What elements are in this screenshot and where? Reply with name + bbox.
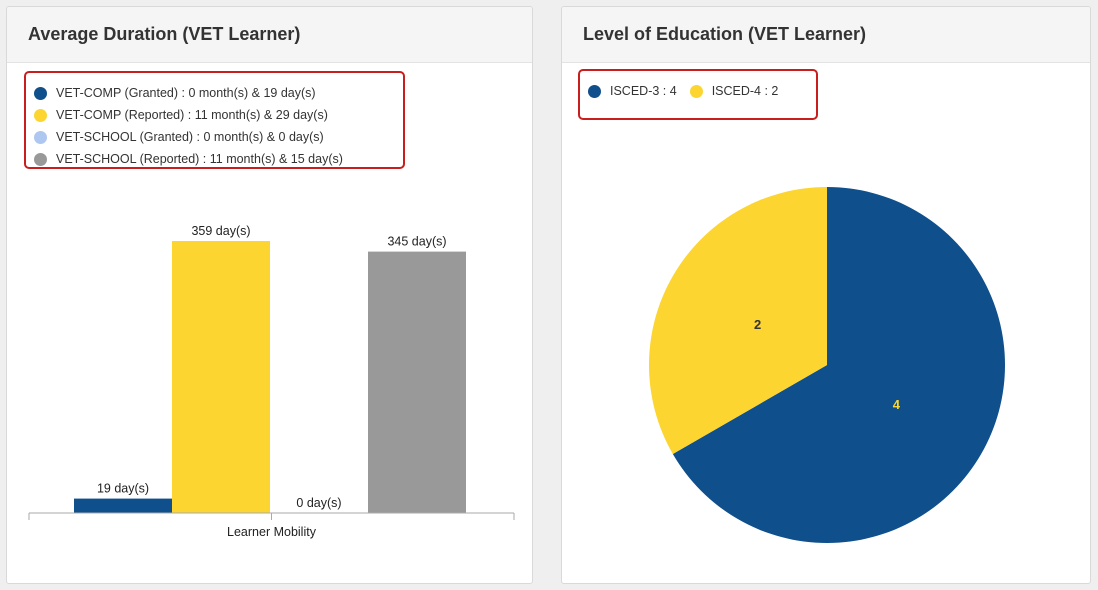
average-duration-header: Average Duration (VET Learner) — [7, 7, 532, 63]
level-of-education-panel: Level of Education (VET Learner) ISCED-3… — [561, 6, 1091, 584]
average-duration-panel: Average Duration (VET Learner) VET-COMP … — [6, 6, 533, 584]
legend-swatch — [588, 84, 601, 98]
legend-swatch — [34, 86, 47, 100]
legend-item-series-1[interactable]: VET-COMP (Reported) : 11 month(s) & 29 d… — [34, 104, 395, 126]
bar-series-1[interactable] — [172, 241, 270, 513]
pie-slice-0[interactable] — [672, 187, 1005, 543]
average-duration-title: Average Duration (VET Learner) — [28, 24, 301, 44]
pie-slice-label-0: 4 — [893, 397, 901, 412]
legend-swatch — [34, 152, 47, 166]
pie-slice-label-1: 2 — [754, 317, 761, 332]
bar-data-label-0: 19 day(s) — [97, 482, 149, 496]
legend-swatch — [34, 130, 47, 144]
average-duration-legend: VET-COMP (Granted) : 0 month(s) & 19 day… — [24, 71, 405, 169]
level-of-education-header: Level of Education (VET Learner) — [562, 7, 1090, 63]
legend-swatch — [34, 108, 47, 122]
bar-series-3[interactable] — [368, 251, 466, 513]
average-duration-bar-chart: 19 day(s) 359 day(s) 0 day(s) 345 day(s) Lea… — [28, 224, 515, 539]
legend-swatch — [689, 84, 703, 98]
bar-series-0[interactable] — [74, 498, 172, 513]
legend-label: VET-SCHOOL (Granted) : 0 month(s) & 0 da… — [56, 130, 324, 144]
pie-slice-1[interactable] — [649, 187, 827, 454]
level-of-education-title: Level of Education (VET Learner) — [583, 24, 867, 44]
level-of-education-pie-chart: 42 — [649, 187, 1005, 543]
bar-data-label-3: 345 day(s) — [387, 235, 446, 249]
legend-label: VET-COMP (Granted) : 0 month(s) & 19 day… — [56, 86, 316, 100]
bar-data-label-2: 0 day(s) — [296, 496, 341, 510]
legend-label: ISCED-4 : 2 — [711, 84, 779, 98]
legend-item-series-3[interactable]: VET-SCHOOL (Reported) : 11 month(s) & 15… — [34, 148, 395, 170]
legend-item-slice-1[interactable]: ISCED-4 : 2 — [689, 80, 779, 102]
level-of-education-legend: ISCED-3 : 4 ISCED-4 : 2 — [578, 69, 818, 120]
legend-label: ISCED-3 : 4 — [610, 84, 677, 98]
bar-data-label-1: 359 day(s) — [191, 224, 250, 238]
legend-label: VET-SCHOOL (Reported) : 11 month(s) & 15… — [56, 152, 343, 166]
legend-item-series-0[interactable]: VET-COMP (Granted) : 0 month(s) & 19 day… — [34, 82, 395, 104]
legend-item-series-2[interactable]: VET-SCHOOL (Granted) : 0 month(s) & 0 da… — [34, 126, 395, 148]
x-axis-tick-label: Learner Mobility — [227, 525, 317, 539]
legend-item-slice-0[interactable]: ISCED-3 : 4 — [588, 80, 677, 102]
legend-label: VET-COMP (Reported) : 11 month(s) & 29 d… — [56, 108, 328, 122]
